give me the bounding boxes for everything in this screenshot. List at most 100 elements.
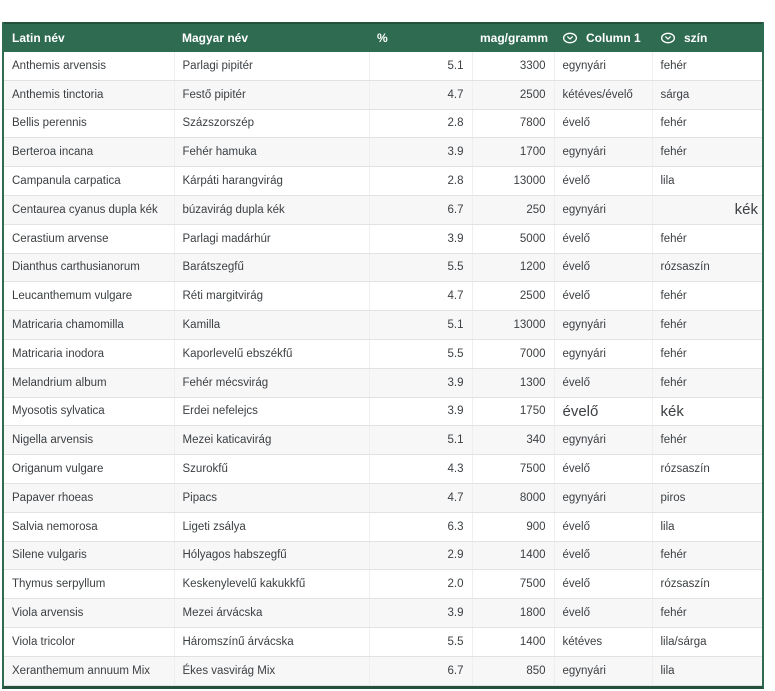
cell-magyar-name: Mezei árvácska (174, 598, 370, 628)
cell-mag-gramm: 1200 (472, 253, 555, 283)
cell-color: rózsaszín (652, 454, 762, 484)
table-row: Papaver rhoeas Pipacs 4.7 8000 egynyári … (4, 483, 762, 513)
cell-percent: 4.7 (369, 483, 473, 513)
table-row: Xeranthemum annuum Mix Ékes vasvirág Mix… (4, 656, 762, 686)
table-body: Anthemis arvensis Parlagi pipitér 5.1 33… (4, 52, 762, 686)
cell-color: fehér (652, 224, 762, 254)
cell-magyar-name: Fehér hamuka (174, 137, 370, 168)
table-row: Salvia nemorosa Ligeti zsálya 6.3 900 év… (4, 512, 762, 542)
cell-percent: 2.8 (369, 166, 473, 196)
cell-latin-name: Matricaria chamomilla (4, 310, 175, 340)
cell-lifecycle: évelő (554, 166, 653, 196)
cell-magyar-name: Fehér mécsvirág (174, 368, 370, 398)
cell-latin-name: Origanum vulgare (4, 454, 175, 484)
cell-magyar-name: Kárpáti harangvirág (174, 166, 370, 196)
table-row: Bellis perennis Százszorszép 2.8 7800 év… (4, 109, 762, 139)
cell-latin-name: Viola arvensis (4, 598, 175, 628)
table-row: Campanula carpatica Kárpáti harangvirág … (4, 166, 762, 196)
cell-color: sárga (652, 80, 762, 110)
dropdown-icon[interactable] (562, 32, 578, 44)
cell-color: lila/sárga (652, 627, 762, 657)
published-sheet-table: Latin név Magyar név % mag/gramm (2, 22, 764, 689)
table-row: Matricaria chamomilla Kamilla 5.1 13000 … (4, 310, 762, 340)
cell-color: fehér (652, 281, 762, 312)
cell-mag-gramm: 340 (472, 425, 555, 456)
cell-percent: 6.7 (369, 656, 473, 686)
dropdown-icon[interactable] (660, 32, 676, 44)
cell-magyar-name: Százszorszép (174, 109, 370, 139)
cell-percent: 3.9 (369, 224, 473, 254)
cell-magyar-name: Hólyagos habszegfű (174, 541, 370, 571)
cell-magyar-name: Szurokfű (174, 454, 370, 484)
cell-latin-name: Anthemis tinctoria (4, 80, 175, 110)
cell-lifecycle: egynyári (554, 310, 653, 340)
table-row: Dianthus carthusianorum Barátszegfű 5.5 … (4, 253, 762, 283)
cell-latin-name: Viola tricolor (4, 627, 175, 657)
table-row: Matricaria inodora Kaporlevelű ebszékfű … (4, 339, 762, 369)
cell-lifecycle: egynyári (554, 483, 653, 513)
cell-percent: 3.9 (369, 397, 473, 427)
cell-percent: 6.3 (369, 512, 473, 542)
column-header-label: Magyar név (182, 31, 249, 45)
column-header-label: mag/gramm (480, 31, 549, 45)
cell-mag-gramm: 7000 (472, 339, 555, 369)
cell-mag-gramm: 850 (472, 656, 555, 686)
cell-magyar-name: Parlagi pipitér (174, 52, 370, 81)
table-row: Myosotis sylvatica Erdei nefelejcs 3.9 1… (4, 397, 762, 427)
cell-lifecycle: évelő (554, 541, 653, 571)
cell-lifecycle: évelő (554, 454, 653, 484)
cell-latin-name: Melandrium album (4, 368, 175, 398)
cell-color: fehér (652, 339, 762, 369)
cell-mag-gramm: 250 (472, 195, 555, 225)
cell-latin-name: Dianthus carthusianorum (4, 253, 175, 283)
cell-lifecycle: kétéves (554, 627, 653, 657)
cell-latin-name: Cerastium arvense (4, 224, 175, 254)
cell-magyar-name: Parlagi madárhúr (174, 224, 370, 254)
cell-percent: 4.3 (369, 454, 473, 484)
cell-color: kék (652, 195, 762, 225)
table-row: Viola arvensis Mezei árvácska 3.9 1800 é… (4, 598, 762, 628)
cell-magyar-name: Háromszínű árvácska (174, 627, 370, 657)
table-row: Centaurea cyanus dupla kék búzavirág dup… (4, 195, 762, 225)
cell-percent: 3.9 (369, 137, 473, 168)
cell-lifecycle: évelő (554, 512, 653, 542)
cell-color: piros (652, 483, 762, 513)
table-row: Anthemis tinctoria Festő pipitér 4.7 250… (4, 80, 762, 110)
cell-color: fehér (652, 137, 762, 168)
cell-color: fehér (652, 109, 762, 139)
cell-percent: 4.7 (369, 281, 473, 312)
cell-magyar-name: Festő pipitér (174, 80, 370, 110)
column-header-label: Latin név (12, 31, 65, 45)
column-header-column-1: Column 1 (554, 22, 652, 52)
cell-percent: 5.1 (369, 425, 473, 456)
cell-percent: 5.5 (369, 339, 473, 369)
cell-latin-name: Myosotis sylvatica (4, 397, 175, 427)
header-row: Latin név Magyar név % mag/gramm (4, 22, 762, 52)
column-header-szin: szín (652, 22, 762, 52)
cell-color: fehér (652, 598, 762, 628)
table-row: Origanum vulgare Szurokfű 4.3 7500 évelő… (4, 454, 762, 484)
cell-percent: 5.1 (369, 310, 473, 340)
cell-magyar-name: Ékes vasvirág Mix (174, 656, 370, 686)
cell-magyar-name: Erdei nefelejcs (174, 397, 370, 427)
cell-lifecycle: egynyári (554, 425, 653, 456)
cell-color: fehér (652, 310, 762, 340)
cell-latin-name: Bellis perennis (4, 109, 175, 139)
table-row: Silene vulgaris Hólyagos habszegfű 2.9 1… (4, 541, 762, 571)
column-header-percent: % (369, 22, 472, 52)
cell-lifecycle: egynyári (554, 339, 653, 369)
cell-magyar-name: Ligeti zsálya (174, 512, 370, 542)
column-header-latin-nev: Latin név (4, 22, 174, 52)
cell-percent: 2.8 (369, 109, 473, 139)
table-row: Cerastium arvense Parlagi madárhúr 3.9 5… (4, 224, 762, 254)
cell-color: fehér (652, 368, 762, 398)
cell-mag-gramm: 8000 (472, 483, 555, 513)
cell-lifecycle: évelő (554, 397, 653, 427)
cell-latin-name: Silene vulgaris (4, 541, 175, 571)
cell-lifecycle: egynyári (554, 52, 653, 81)
cell-color: rózsaszín (652, 569, 762, 600)
cell-mag-gramm: 1400 (472, 541, 555, 571)
cell-latin-name: Campanula carpatica (4, 166, 175, 196)
cell-color: fehér (652, 425, 762, 456)
cell-lifecycle: egynyári (554, 656, 653, 686)
